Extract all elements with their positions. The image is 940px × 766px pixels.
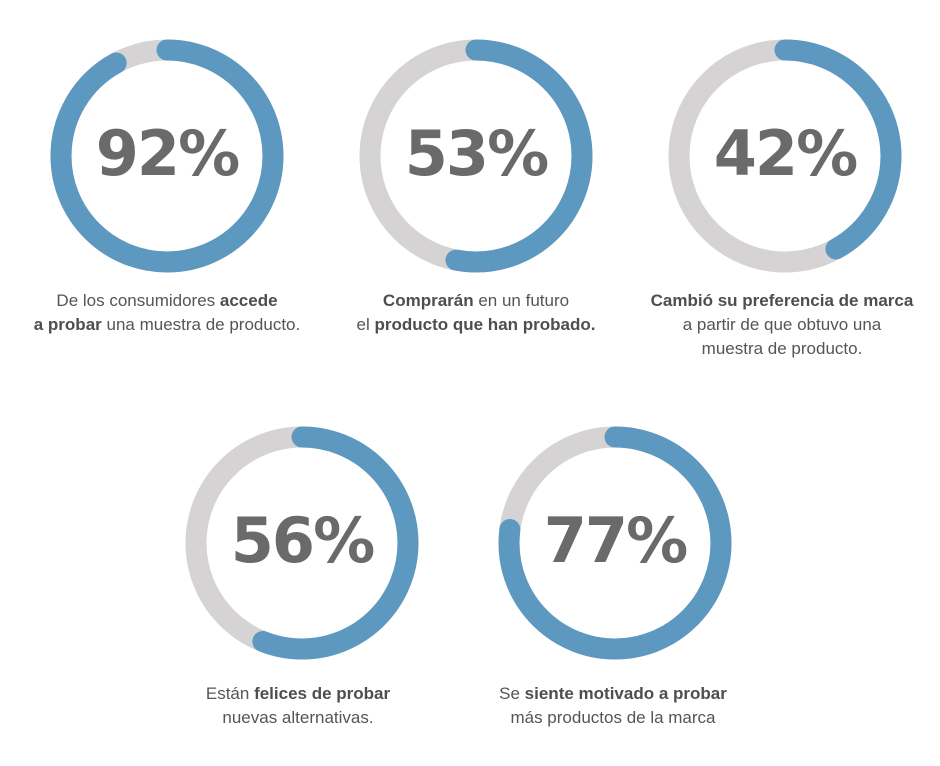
caption-line: Se siente motivado a probar [453,682,773,706]
donut-chart [498,426,732,660]
caption-line: más productos de la marca [453,706,773,730]
donut-progress-arc [498,426,732,660]
caption-text: en un futuro [473,291,570,310]
stat-caption: Cambió su preferencia de marca a partir d… [622,289,940,361]
caption-emphasis: a probar [33,315,102,334]
stat-caption: Se siente motivado a probar más productos… [453,682,773,730]
donut-chart [359,39,593,273]
caption-line: Comprarán en un futuro [316,289,636,313]
stat-caption: Están felices de probar nuevas alternativ… [138,682,458,730]
donut-progress-arc [359,39,593,273]
caption-text: más productos de la marca [510,708,716,727]
caption-emphasis: siente motivado a probar [524,684,727,703]
donut-progress-arc [668,39,902,273]
caption-emphasis: Comprarán [382,291,474,310]
caption-line: nuevas alternativas. [138,706,458,730]
percentage-value: 77% [543,504,688,577]
caption-emphasis: producto que han probado. [374,315,596,334]
caption-line: Cambió su preferencia de marca [622,289,940,313]
caption-text: Se [499,684,525,703]
caption-text: muestra de producto. [701,339,863,358]
caption-line: Están felices de probar [138,682,458,706]
caption-text: una muestra de producto. [101,315,301,334]
donut-progress-arc [50,39,284,273]
caption-emphasis: felices de probar [254,684,391,703]
donut-chart [185,426,419,660]
caption-text: De los consumidores [56,291,220,310]
percentage-value: 42% [713,117,858,190]
stat-caption: De los consumidores accede a probar una m… [7,289,327,337]
caption-emphasis: accede [219,291,278,310]
percentage-value: 53% [404,117,549,190]
caption-line: De los consumidores accede [7,289,327,313]
caption-line: muestra de producto. [622,337,940,361]
donut-chart [668,39,902,273]
caption-text: nuevas alternativas. [222,708,374,727]
caption-text: el [356,315,375,334]
percentage-value: 92% [95,117,240,190]
caption-line: a probar una muestra de producto. [7,313,327,337]
caption-emphasis: Cambió su preferencia de marca [650,291,914,310]
donut-chart [50,39,284,273]
percentage-value: 56% [230,504,375,577]
caption-line: a partir de que obtuvo una [622,313,940,337]
donut-progress-arc [185,426,419,660]
caption-line: el producto que han probado. [316,313,636,337]
caption-text: Están [205,684,255,703]
stat-caption: Comprarán en un futuro el producto que ha… [316,289,636,337]
caption-text: a partir de que obtuvo una [682,315,882,334]
